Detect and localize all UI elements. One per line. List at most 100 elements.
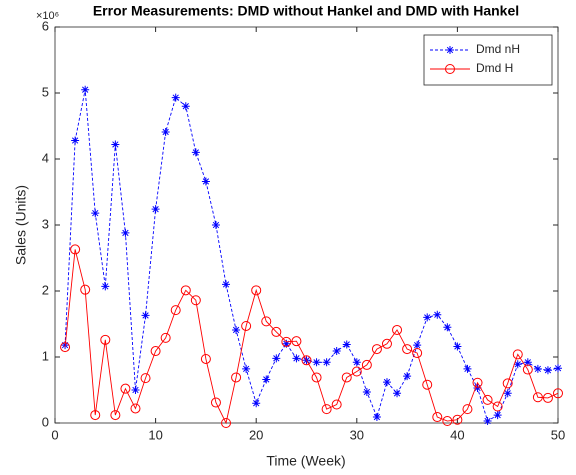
marker (160, 332, 171, 343)
marker (482, 394, 493, 405)
marker (542, 392, 553, 403)
x-tick-label: 40 (450, 427, 464, 442)
marker (312, 358, 321, 367)
marker (472, 377, 483, 388)
y-multiplier: ×10⁶ (36, 10, 59, 22)
marker (423, 313, 432, 322)
marker (463, 364, 472, 373)
marker (532, 392, 543, 403)
marker (211, 221, 220, 229)
marker (190, 295, 201, 306)
marker (393, 389, 402, 398)
marker (442, 416, 453, 427)
marker (140, 373, 151, 384)
x-tick-label: 30 (350, 427, 364, 442)
marker (201, 177, 210, 186)
y-tick-label: 2 (42, 282, 49, 297)
marker (71, 136, 80, 145)
marker (352, 358, 361, 367)
marker (502, 378, 513, 389)
legend-label: Dmd H (476, 61, 513, 75)
marker (81, 85, 90, 94)
marker (321, 404, 332, 415)
marker (291, 336, 302, 347)
marker (381, 338, 392, 349)
marker (261, 316, 272, 327)
marker (130, 403, 141, 414)
chart-title: Error Measurements: DMD without Hankel a… (93, 3, 519, 19)
marker (503, 389, 512, 398)
marker (412, 348, 423, 359)
marker (413, 341, 422, 350)
marker (271, 326, 282, 337)
marker (322, 358, 331, 367)
marker (150, 346, 161, 357)
legend-box (423, 34, 553, 86)
marker (161, 127, 170, 136)
marker (60, 342, 71, 353)
marker (543, 366, 552, 375)
marker (121, 228, 130, 237)
marker (111, 140, 120, 149)
marker (191, 148, 200, 157)
marker (232, 325, 241, 334)
x-tick-label: 0 (51, 427, 58, 442)
marker (445, 64, 455, 74)
marker (282, 339, 291, 348)
marker (91, 209, 100, 218)
y-tick-label: 6 (42, 18, 49, 33)
marker (180, 285, 191, 296)
marker (372, 413, 381, 422)
legend: Dmd nH Dmd H (423, 34, 553, 86)
marker (371, 344, 382, 355)
series-line (64, 89, 559, 422)
marker (272, 354, 281, 363)
marker (492, 401, 503, 412)
marker (171, 93, 180, 102)
x-tick-label: 10 (148, 427, 162, 442)
y-axis-label: Sales (Units) (13, 185, 29, 265)
legend-label: Dmd nH (476, 42, 520, 56)
marker (281, 336, 292, 347)
marker (443, 323, 452, 332)
marker (80, 284, 91, 295)
marker (351, 366, 362, 377)
marker (473, 384, 482, 393)
marker (341, 372, 352, 383)
marker (181, 102, 190, 111)
marker (100, 334, 111, 345)
y-tick-label: 0 (42, 414, 49, 429)
marker (433, 310, 442, 319)
marker (231, 372, 242, 383)
marker (452, 414, 463, 425)
marker (222, 280, 231, 289)
y-tick-label: 4 (42, 150, 49, 165)
y-tick-label: 1 (42, 348, 49, 363)
marker (101, 282, 110, 291)
marker (120, 383, 131, 394)
marker (361, 359, 372, 370)
marker (392, 324, 403, 335)
marker (331, 399, 342, 410)
marker (332, 347, 341, 356)
marker (301, 355, 312, 366)
marker (453, 342, 462, 351)
y-tick-label: 5 (42, 84, 49, 99)
marker (513, 360, 522, 369)
marker (241, 320, 252, 331)
marker (90, 410, 101, 421)
x-tick-label: 20 (249, 427, 263, 442)
marker (170, 305, 181, 316)
marker (141, 311, 150, 320)
marker (422, 379, 433, 390)
marker (200, 353, 211, 364)
marker (362, 387, 371, 396)
marker (342, 340, 351, 349)
marker (251, 285, 262, 296)
marker (446, 46, 454, 54)
marker (131, 386, 140, 394)
x-axis-label: Time (Week) (266, 453, 345, 469)
y-tick-label: 3 (42, 216, 49, 231)
marker (462, 404, 473, 415)
marker (432, 412, 443, 423)
